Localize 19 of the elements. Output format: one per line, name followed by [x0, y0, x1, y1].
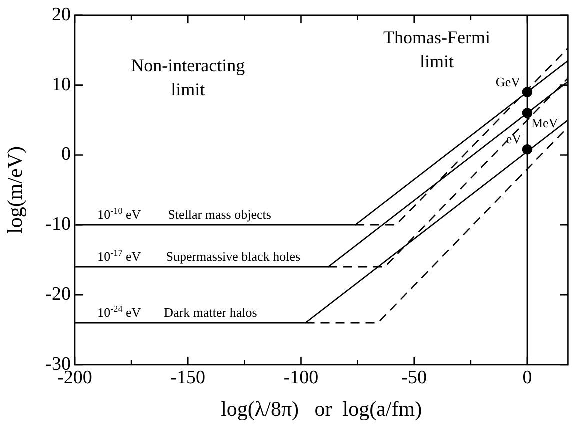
y-tick-label: 0 — [62, 144, 71, 166]
annotation: Stellar mass objects — [168, 207, 272, 222]
y-axis-title: log(m/eV) — [3, 146, 28, 234]
annotation: Dark matter halos — [164, 305, 258, 320]
y-tick-label: -20 — [46, 284, 71, 306]
annotation: GeV — [496, 74, 522, 90]
y-tick-label: 20 — [52, 4, 71, 26]
y-tick-label: -10 — [46, 214, 71, 236]
annotation: Non-interacting limit — [131, 55, 246, 100]
x-tick-label: -50 — [402, 367, 428, 388]
y-tick-label: 10 — [52, 74, 71, 96]
annotation: Supermassive black holes — [166, 249, 301, 264]
x-tick-label: 0 — [522, 367, 532, 388]
annotation: MeV — [531, 115, 559, 130]
x-tick-label: -100 — [284, 367, 319, 388]
annotation: Thomas-Fermi limit — [383, 27, 490, 72]
annotation: eV — [506, 132, 522, 147]
x-axis-title: log(λ/8π) or log(a/fm) — [221, 396, 422, 421]
x-tick-label: -150 — [170, 367, 206, 388]
